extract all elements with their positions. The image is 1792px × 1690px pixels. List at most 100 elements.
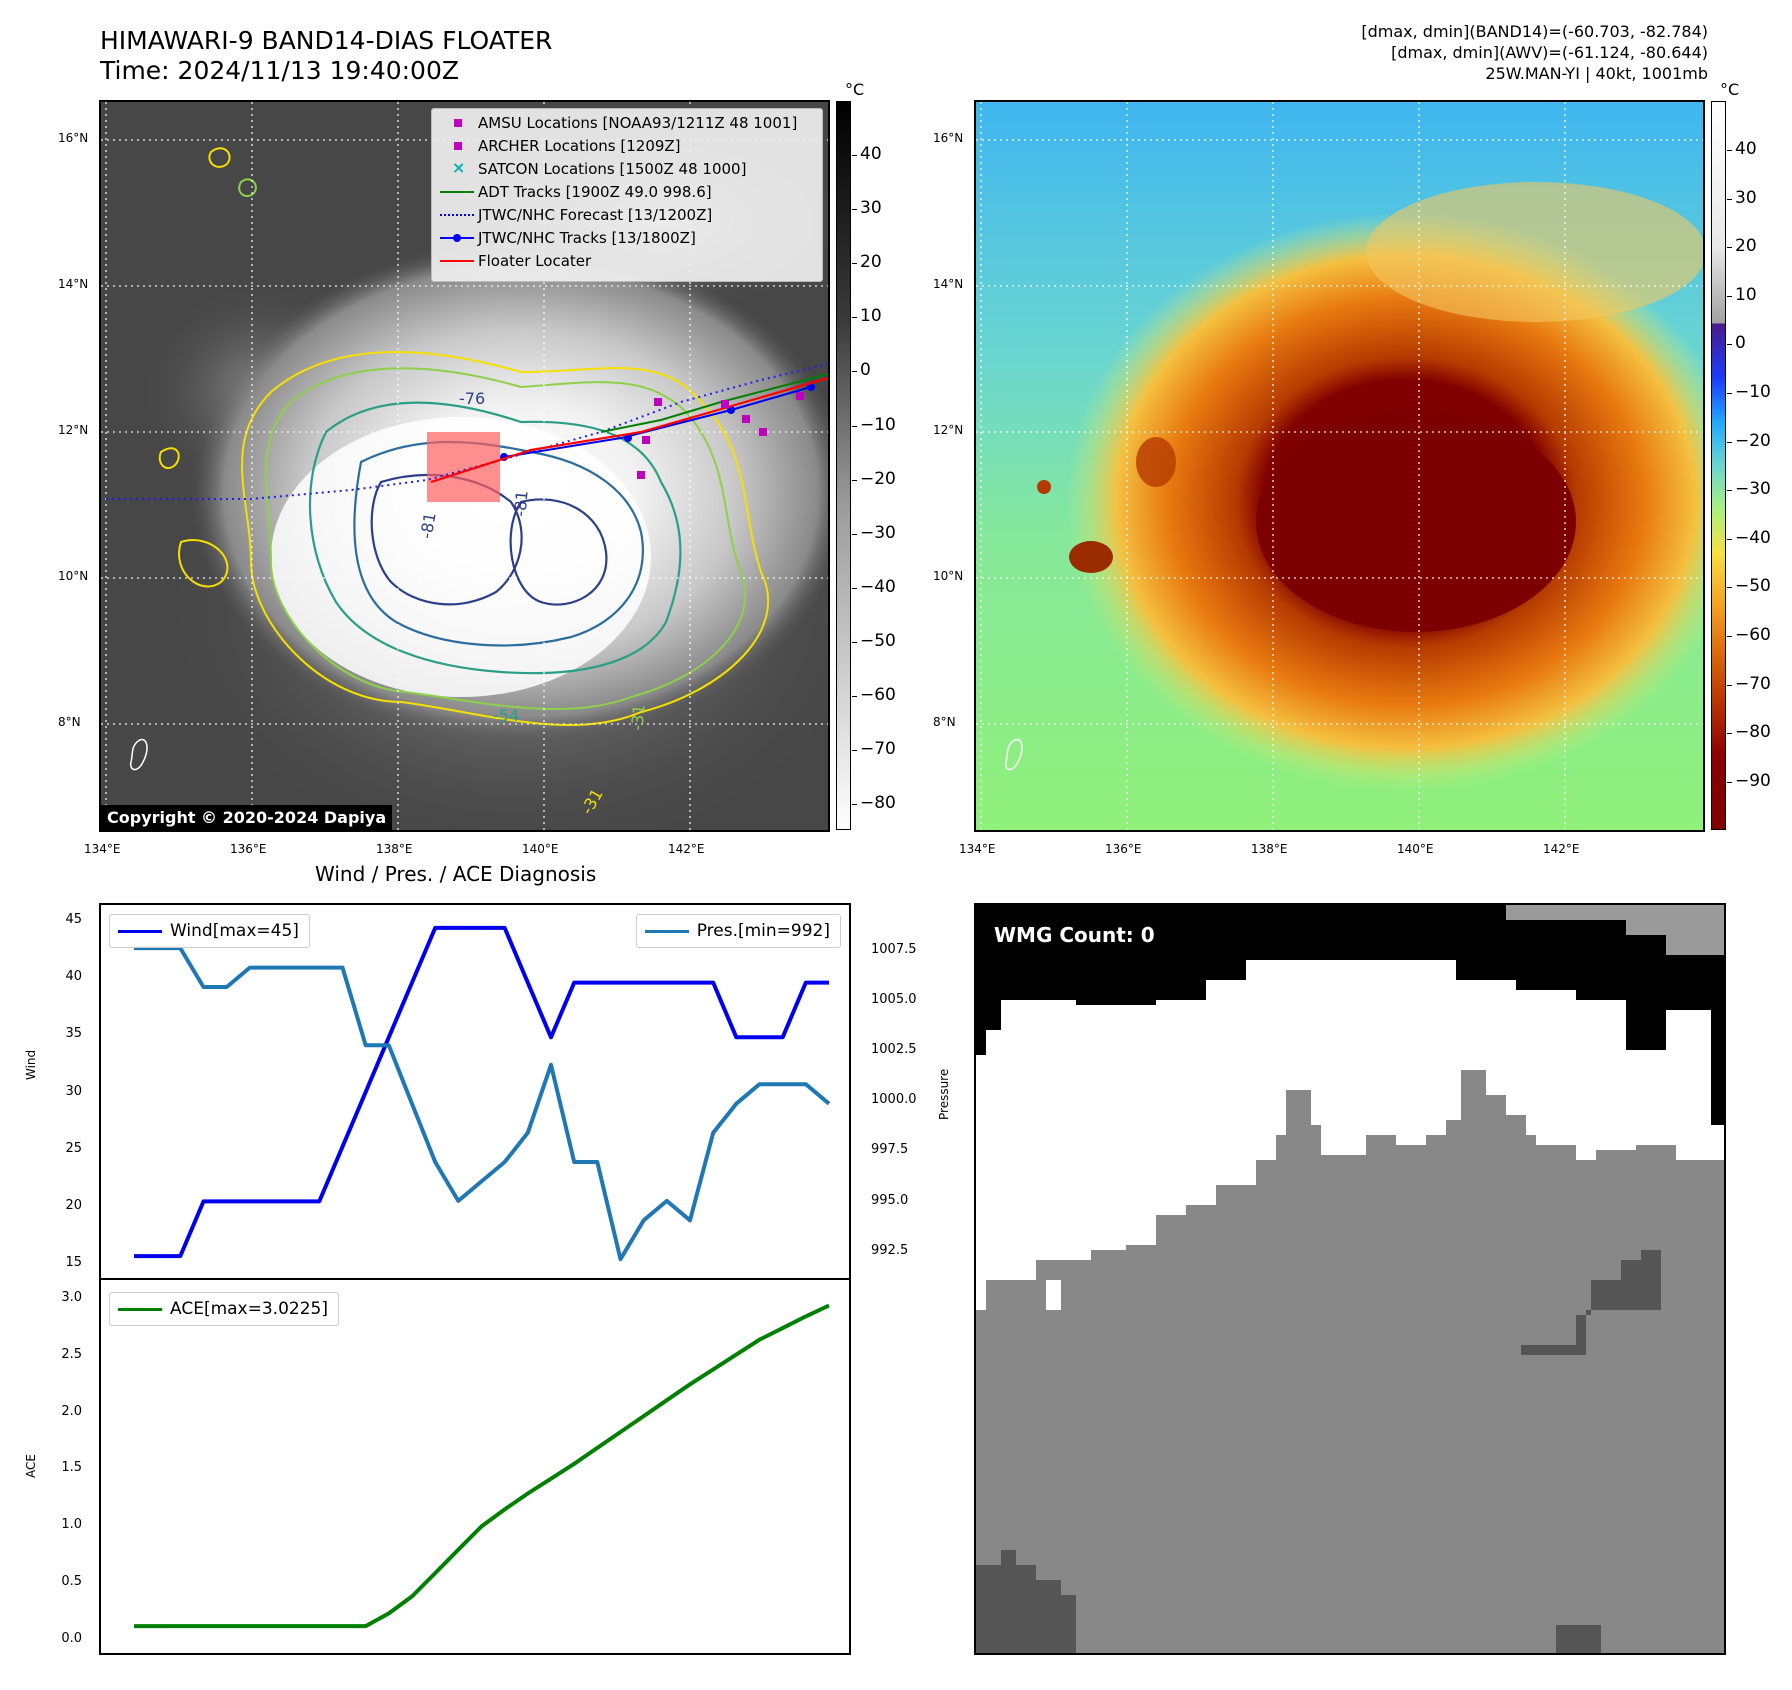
pressure-tick: 1005.0: [871, 992, 917, 1008]
colorbar-tick-mark: [1727, 781, 1732, 783]
pressure-axis-label: Pressure: [937, 1068, 951, 1120]
colorbar-tick-mark: [1727, 150, 1732, 151]
lat-tick: 8°N: [58, 715, 81, 729]
colorbar-right: [1711, 101, 1726, 830]
ace-legend-swatch: [118, 1307, 162, 1311]
lon-tick: 138°E: [1251, 842, 1288, 856]
colorbar-tick-mark: [1727, 538, 1732, 540]
pressure-tick: 1007.5: [871, 942, 917, 957]
colorbar-tick: 30: [1735, 187, 1757, 208]
map-legend: AMSU Locations [NOAA93/1211Z 48 1001] AR…: [431, 108, 823, 282]
wind-legend-swatch: [118, 929, 162, 933]
lat-tick: 16°N: [933, 131, 964, 145]
contour-label: -76: [459, 389, 486, 408]
colorbar-tick-mark: [852, 641, 857, 643]
colorbar-tick: −60: [860, 685, 896, 705]
colorbar-tick: −10: [1735, 382, 1771, 402]
lat-tick: 10°N: [58, 569, 89, 583]
wind-tick: 45: [65, 912, 82, 927]
colorbar-tick-mark: [852, 209, 857, 211]
wind-tick: 35: [65, 1026, 82, 1042]
pressure-tick: 1000.0: [871, 1092, 917, 1108]
colorbar-tick: 0: [1735, 333, 1746, 354]
wmg-image: [976, 905, 1724, 1653]
colorbar-tick: −80: [1735, 722, 1771, 743]
lon-tick: 142°E: [1543, 842, 1580, 856]
lat-tick: 8°N: [933, 715, 956, 729]
colorbar-tick-mark: [1727, 295, 1732, 297]
legend-item-forecast: JTWC/NHC Forecast [13/1200Z]: [438, 205, 712, 225]
legend-item-archer: ARCHER Locations [1209Z]: [438, 136, 681, 156]
wind-tick: 20: [65, 1198, 82, 1213]
colorbar-tick-mark: [852, 696, 857, 697]
colorbar-tick-mark: [852, 263, 857, 265]
lat-tick: 14°N: [933, 277, 964, 291]
colorbar-tick: −10: [860, 414, 896, 435]
colorbar-tick: 20: [1735, 236, 1757, 257]
colorbar-tick-mark: [1727, 393, 1732, 394]
ace-legend: ACE[max=3.0225]: [109, 1292, 339, 1326]
lon-tick: 138°E: [376, 842, 413, 856]
contour-label: -31: [627, 703, 649, 732]
ace-axis-label: ACE: [24, 1454, 38, 1478]
pressure-legend: Pres.[min=992]: [635, 914, 841, 948]
pressure-tick: 997.5: [871, 1142, 909, 1158]
pressure-legend-swatch: [644, 929, 689, 933]
colorbar-tick: −50: [860, 630, 896, 651]
lat-tick: 14°N: [58, 277, 89, 291]
wmg-count-label: WMG Count: 0: [994, 923, 1155, 947]
colorbar-tick-mark: [1727, 684, 1732, 686]
copyright-label: Copyright © 2020-2024 Dapiya: [101, 805, 393, 830]
wind-pressure-panel: Wind[max=45] Pres.[min=992]: [99, 903, 851, 1280]
colorbar-tick: −50: [1735, 576, 1771, 597]
colorbar-tick-mark: [852, 479, 857, 481]
info-band14: [dmax, dmin](BAND14)=(-60.703, -82.784): [1361, 22, 1708, 41]
ace-tick: 2.0: [61, 1403, 82, 1419]
colorbar-tick: −80: [860, 793, 896, 814]
ace-tick: 0.0: [61, 1630, 82, 1646]
lon-tick: 140°E: [522, 842, 559, 856]
ace-tick: 1.5: [61, 1460, 82, 1476]
colorbar-tick: −30: [860, 522, 896, 543]
colorbar-tick-mark: [1727, 441, 1732, 443]
wind-legend: Wind[max=45]: [109, 914, 310, 948]
awv-map-image: [976, 102, 1703, 830]
colorbar-tick-mark: [1727, 490, 1732, 492]
lon-tick: 140°E: [1397, 842, 1434, 856]
lat-tick: 12°N: [58, 423, 89, 437]
ace-chart: [134, 1303, 830, 1629]
colorbar-tick: 40: [1735, 139, 1757, 159]
chart-time: Time: 2024/11/13 19:40:00Z: [100, 56, 459, 85]
lat-tick: 16°N: [58, 131, 89, 145]
ace-series-line: [134, 1303, 830, 1629]
legend-item-satcon: × SATCON Locations [1500Z 48 1000]: [452, 158, 747, 178]
colorbar-right-unit: °C: [1720, 80, 1740, 99]
colorbar-tick: 10: [1735, 284, 1757, 305]
lat-tick: 12°N: [933, 423, 964, 437]
colorbar-tick-mark: [852, 587, 857, 589]
colorbar-tick: −90: [1735, 770, 1771, 791]
ace-tick: 2.5: [61, 1346, 82, 1362]
ace-panel: ACE[max=3.0225]: [99, 1278, 851, 1655]
diagnosis-title: Wind / Pres. / ACE Diagnosis: [315, 862, 597, 886]
colorbar-tick: −40: [860, 576, 896, 597]
awv-map-panel: [974, 100, 1705, 832]
contour-label: -81: [510, 489, 532, 518]
ace-tick: 0.5: [61, 1574, 82, 1589]
colorbar-tick-mark: [1727, 636, 1732, 637]
colorbar-tick: 40: [860, 144, 882, 164]
legend-item-floater: Floater Locater: [438, 251, 591, 271]
lon-tick: 136°E: [230, 842, 267, 856]
legend-item-adt: ADT Tracks [1900Z 49.0 998.6]: [438, 182, 712, 202]
ir-map-panel: -76 -81 -81 -31 -54 -31 Copyright © 2020…: [99, 100, 830, 832]
colorbar-tick: 10: [860, 306, 882, 327]
colorbar-tick-mark: [852, 155, 857, 156]
colorbar-tick-mark: [1727, 587, 1732, 589]
colorbar-tick: −70: [1735, 673, 1771, 694]
colorbar-tick-mark: [852, 371, 857, 373]
colorbar-tick: −20: [1735, 430, 1771, 451]
lon-tick: 136°E: [1105, 842, 1142, 856]
chart-title: HIMAWARI-9 BAND14-DIAS FLOATER: [100, 26, 553, 55]
pressure-tick: 995.0: [871, 1192, 909, 1208]
wind-tick: 30: [65, 1083, 82, 1099]
